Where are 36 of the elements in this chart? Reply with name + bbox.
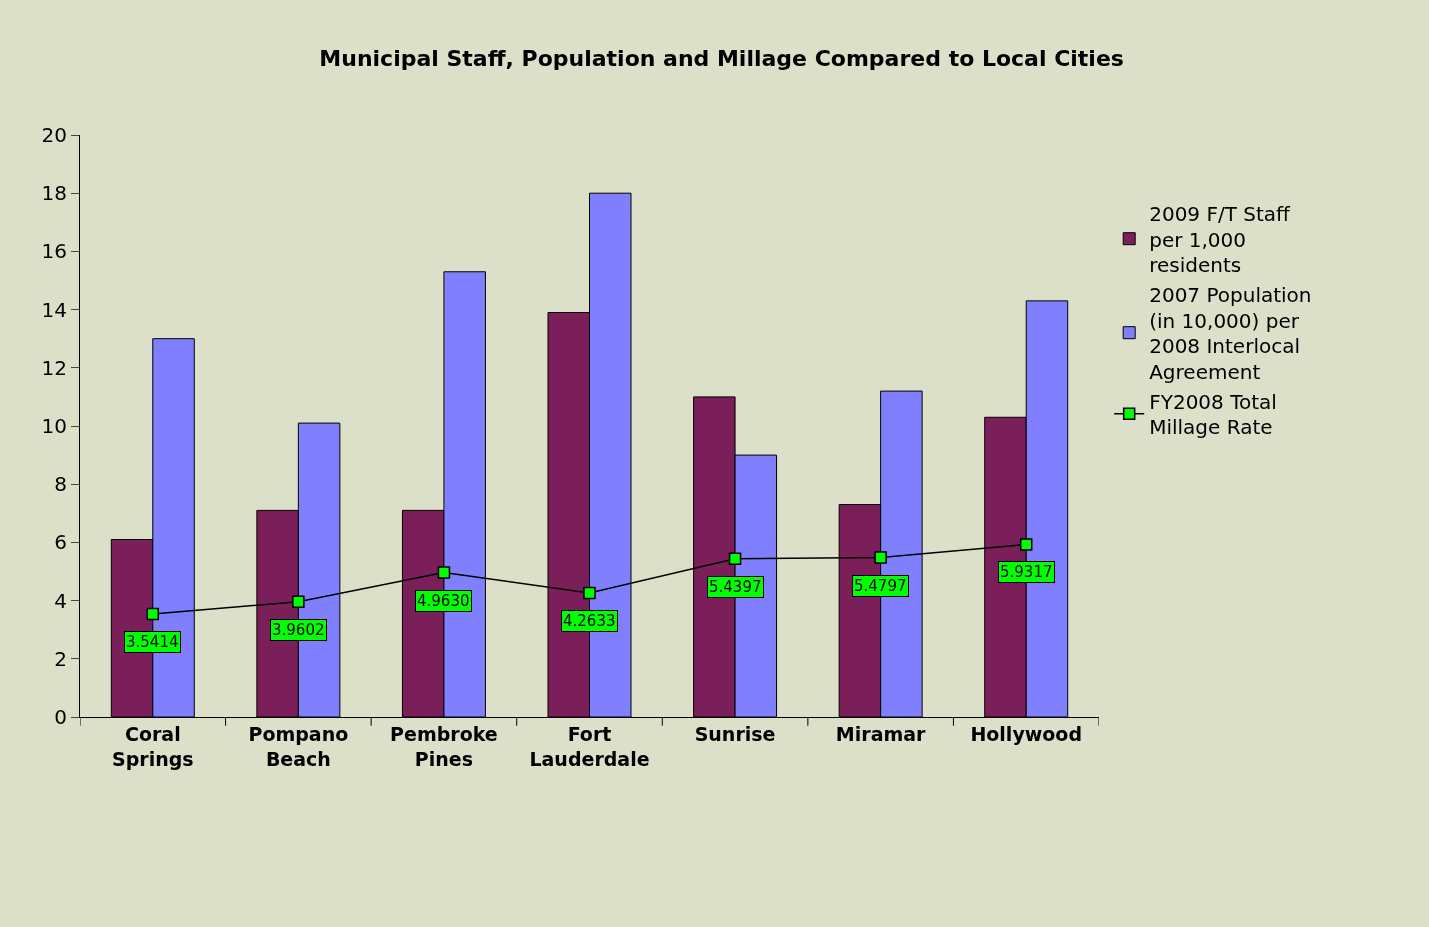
data-label: 3.9602 bbox=[272, 621, 325, 639]
data-label: 5.4397 bbox=[709, 578, 762, 596]
x-tick-label: Sunrise bbox=[694, 722, 776, 745]
point bbox=[728, 552, 742, 565]
x-tick-label: Pompano Beach bbox=[248, 722, 349, 770]
chart-title: Municipal Staff, Population and Millage Compared to Local Cities bbox=[319, 46, 1124, 72]
legend-label: 2007 Population (in 10,000) per 2008 Interlocal Agreement bbox=[1149, 282, 1312, 385]
x-tick-label: Miramar bbox=[835, 722, 927, 745]
data-label: 5.4797 bbox=[854, 577, 907, 595]
x-tick-label: Fort Lauderdale bbox=[529, 722, 650, 770]
point bbox=[1019, 538, 1033, 551]
point bbox=[292, 595, 305, 609]
y-tick-label: 12 bbox=[41, 355, 67, 380]
y-tick-label: 18 bbox=[41, 181, 67, 206]
data-label: 4.9630 bbox=[417, 592, 470, 610]
point bbox=[437, 566, 451, 579]
x-tick-label: Pembroke Pines bbox=[390, 722, 498, 770]
x-tick-label: Hollywood bbox=[970, 722, 1083, 745]
data-label: 4.2633 bbox=[563, 612, 616, 630]
legend-label: 2009 F/T Staff per 1,000 residents bbox=[1149, 201, 1292, 278]
point bbox=[583, 586, 596, 600]
legend-label: FY2008 Total Millage Rate bbox=[1149, 389, 1277, 440]
data-label: 5.9317 bbox=[1000, 563, 1053, 581]
y-tick-label: 8 bbox=[54, 472, 67, 497]
point bbox=[146, 607, 160, 621]
y-tick-label: 14 bbox=[41, 297, 67, 322]
y-tick-label: 16 bbox=[41, 239, 67, 264]
y-tick-label: 2 bbox=[54, 646, 67, 671]
point bbox=[874, 551, 887, 564]
data-label: 3.5414 bbox=[126, 633, 179, 651]
x-tick-label: Coral Springs bbox=[111, 722, 194, 770]
y-tick-label: 20 bbox=[41, 123, 67, 147]
y-tick-label: 4 bbox=[54, 588, 67, 613]
y-tick-label: 10 bbox=[41, 414, 67, 438]
y-tick-label: 0 bbox=[54, 705, 67, 729]
y-tick-label: 6 bbox=[54, 530, 67, 555]
